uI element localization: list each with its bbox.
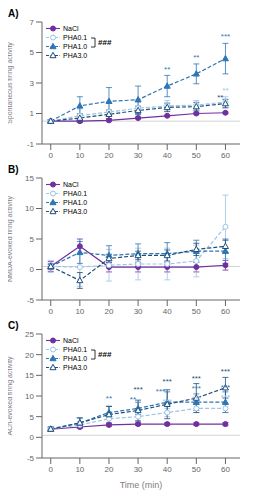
svg-text:30: 30 [134,307,143,316]
svg-text:***: *** [221,393,230,402]
svg-text:Time (min): Time (min) [120,480,163,490]
svg-text:60: 60 [221,151,230,160]
svg-text:**: ** [130,395,136,404]
svg-text:ACh-evoked firing activity: ACh-evoked firing activity [8,356,14,435]
svg-text:Spontaneous firing activity: Spontaneous firing activity [8,42,14,124]
svg-text:60: 60 [221,307,230,316]
svg-text:10: 10 [75,465,84,474]
svg-text:30: 30 [134,151,143,160]
svg-text:15: 15 [25,174,34,183]
svg-text:**: ** [193,53,199,62]
html-text:B): B) [8,164,19,175]
svg-text:***: *** [221,367,230,376]
svg-text:***: *** [192,384,201,393]
html-text:PHA0.1: PHA0.1 [63,190,88,197]
svg-text:10: 10 [75,307,84,316]
svg-text:20: 20 [105,307,114,316]
svg-text:0: 0 [30,433,35,442]
html-text:NaCl: NaCl [63,181,79,188]
svg-text:20: 20 [25,351,34,360]
svg-text:***: *** [192,374,201,383]
svg-text:30: 30 [134,465,143,474]
svg-text:**: ** [217,93,223,102]
svg-text:-5: -5 [27,454,35,463]
svg-text:***: *** [156,387,165,396]
svg-text:5: 5 [30,48,35,57]
svg-text:25: 25 [25,330,34,339]
svg-text:***: *** [192,394,201,403]
html-text:A): A) [8,8,19,19]
svg-text:-5: -5 [27,296,35,305]
svg-text:7: 7 [30,18,35,27]
svg-text:50: 50 [192,307,201,316]
html-text:C): C) [8,320,19,331]
svg-text:3: 3 [30,79,35,88]
html-text:NaCl: NaCl [63,25,79,32]
html-text:PHA0.1: PHA0.1 [63,34,88,41]
svg-text:10: 10 [25,204,34,213]
html-text:PHA1.0: PHA1.0 [63,355,88,362]
svg-text:40: 40 [163,151,172,160]
svg-text:0: 0 [49,151,54,160]
html-text:NaCl: NaCl [63,337,79,344]
svg-text:0: 0 [49,307,54,316]
html-text:PHA3.0: PHA3.0 [63,208,88,215]
svg-text:60: 60 [221,465,230,474]
svg-text:***: *** [133,385,142,394]
svg-text:20: 20 [105,151,114,160]
svg-text:***: *** [163,377,172,386]
svg-text:0: 0 [30,265,35,274]
html-text:PHA1.0: PHA1.0 [63,199,88,206]
svg-text:10: 10 [25,392,34,401]
svg-text:40: 40 [163,307,172,316]
svg-text:0: 0 [49,465,54,474]
svg-text:40: 40 [163,465,172,474]
svg-text:-1: -1 [27,140,35,149]
svg-text:20: 20 [105,465,114,474]
html-text:PHA1.0: PHA1.0 [63,43,88,50]
svg-text:50: 50 [192,151,201,160]
svg-text:**: ** [106,394,112,403]
svg-text:***: *** [163,397,172,406]
svg-text:15: 15 [25,371,34,380]
svg-text:**: ** [164,65,170,74]
html-text:PHA0.1: PHA0.1 [63,346,88,353]
svg-text:***: *** [221,32,230,41]
svg-text:***: *** [221,383,230,392]
svg-text:5: 5 [30,413,35,422]
svg-text:10: 10 [75,151,84,160]
svg-text:NMDA-evoked firing activity: NMDA-evoked firing activity [8,196,14,282]
html-text:PHA3.0: PHA3.0 [63,52,88,59]
svg-text:1: 1 [30,109,35,118]
html-text:PHA3.0: PHA3.0 [63,364,88,371]
svg-text:5: 5 [30,235,35,244]
svg-text:50: 50 [192,465,201,474]
